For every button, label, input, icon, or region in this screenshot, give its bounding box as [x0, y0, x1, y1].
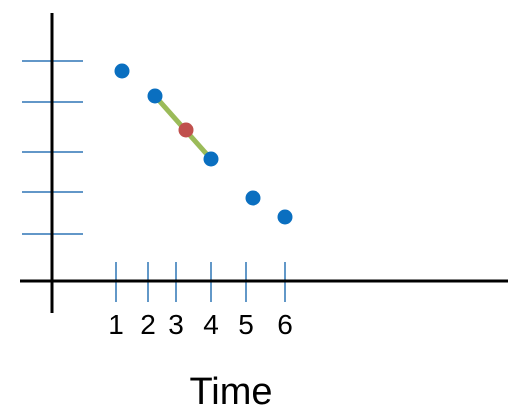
data-point — [277, 209, 293, 225]
data-point — [114, 63, 130, 79]
data-point — [147, 88, 163, 104]
midpoint-marker — [178, 122, 194, 138]
x-axis-label: Time — [189, 371, 272, 413]
x-tick-label: 4 — [203, 309, 219, 340]
x-tick-label: 5 — [238, 309, 254, 340]
x-tick-label: 2 — [140, 309, 156, 340]
x-tick-label: 1 — [108, 309, 124, 340]
x-tick-label: 3 — [168, 309, 184, 340]
data-points — [114, 63, 293, 225]
data-point — [245, 190, 261, 206]
data-point — [203, 151, 219, 167]
x-tick-label: 6 — [277, 309, 293, 340]
